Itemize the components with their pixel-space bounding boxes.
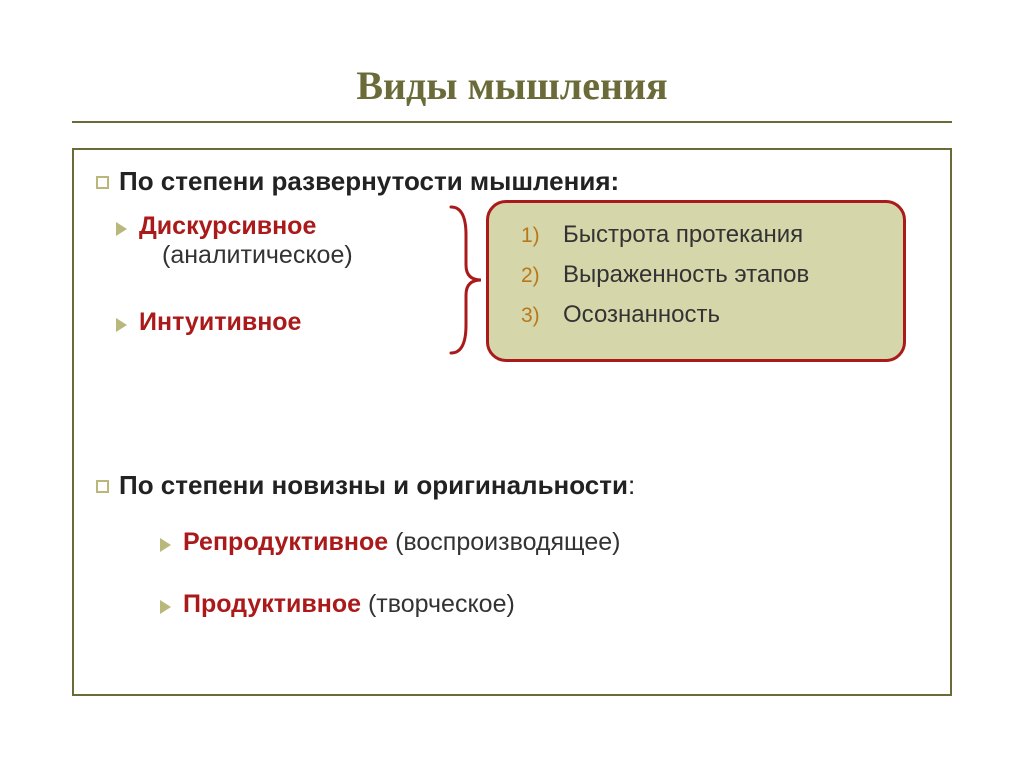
section1-item-2: Интуитивное [116, 308, 301, 337]
info-num-3: 3) [521, 304, 547, 328]
section1-item-1: Дискурсивное (аналитическое) [116, 212, 436, 270]
triangle-bullet-icon [160, 600, 171, 614]
info-num-1: 1) [521, 224, 547, 248]
section2-header-wrapper: По степени новизны и оригинальности: [119, 470, 635, 501]
info-text-2: Выраженность этапов [563, 261, 809, 289]
section2-item-2: Продуктивное (творческое) [160, 590, 515, 619]
section2-header-text: По степени новизны и оригинальности [119, 470, 628, 500]
section1-header-text: По степени развернутости мышления: [119, 166, 619, 197]
section2-item-1: Репродуктивное (воспроизводящее) [160, 528, 620, 557]
section2-colon: : [628, 470, 635, 500]
info-item-1: 1) Быстрота протекания [521, 221, 885, 249]
info-num-2: 2) [521, 264, 547, 288]
section2-item-2-text: Продуктивное (творческое) [183, 590, 515, 619]
square-bullet-icon [96, 480, 109, 493]
title-underline [72, 121, 952, 123]
slide-title: Виды мышления [356, 62, 667, 109]
triangle-bullet-icon [116, 222, 127, 236]
section2-header: По степени новизны и оригинальности: [74, 470, 635, 501]
section1-item-1-note: (аналитическое) [162, 241, 353, 270]
section2-item-2-note: (творческое) [368, 590, 515, 618]
info-item-3: 3) Осознанность [521, 301, 885, 329]
section2-item-1-term: Репродуктивное [183, 528, 388, 556]
section1-header: По степени развернутости мышления: [74, 166, 619, 197]
section1-item-1-text: Дискурсивное (аналитическое) [139, 212, 353, 270]
info-text-3: Осознанность [563, 301, 720, 329]
square-bullet-icon [96, 176, 109, 189]
info-text-1: Быстрота протекания [563, 221, 803, 249]
content-box: По степени развернутости мышления: Диску… [72, 148, 952, 696]
section1-item-1-term: Дискурсивное [139, 212, 316, 240]
section2-item-1-note: (воспроизводящее) [395, 528, 620, 556]
section2-item-2-term: Продуктивное [183, 590, 361, 618]
info-box: 1) Быстрота протекания 2) Выраженность э… [486, 200, 906, 362]
info-item-2: 2) Выраженность этапов [521, 261, 885, 289]
triangle-bullet-icon [160, 538, 171, 552]
brace-icon [446, 205, 486, 355]
section2-item-1-text: Репродуктивное (воспроизводящее) [183, 528, 620, 557]
triangle-bullet-icon [116, 318, 127, 332]
section1-item-2-term: Интуитивное [139, 308, 301, 337]
